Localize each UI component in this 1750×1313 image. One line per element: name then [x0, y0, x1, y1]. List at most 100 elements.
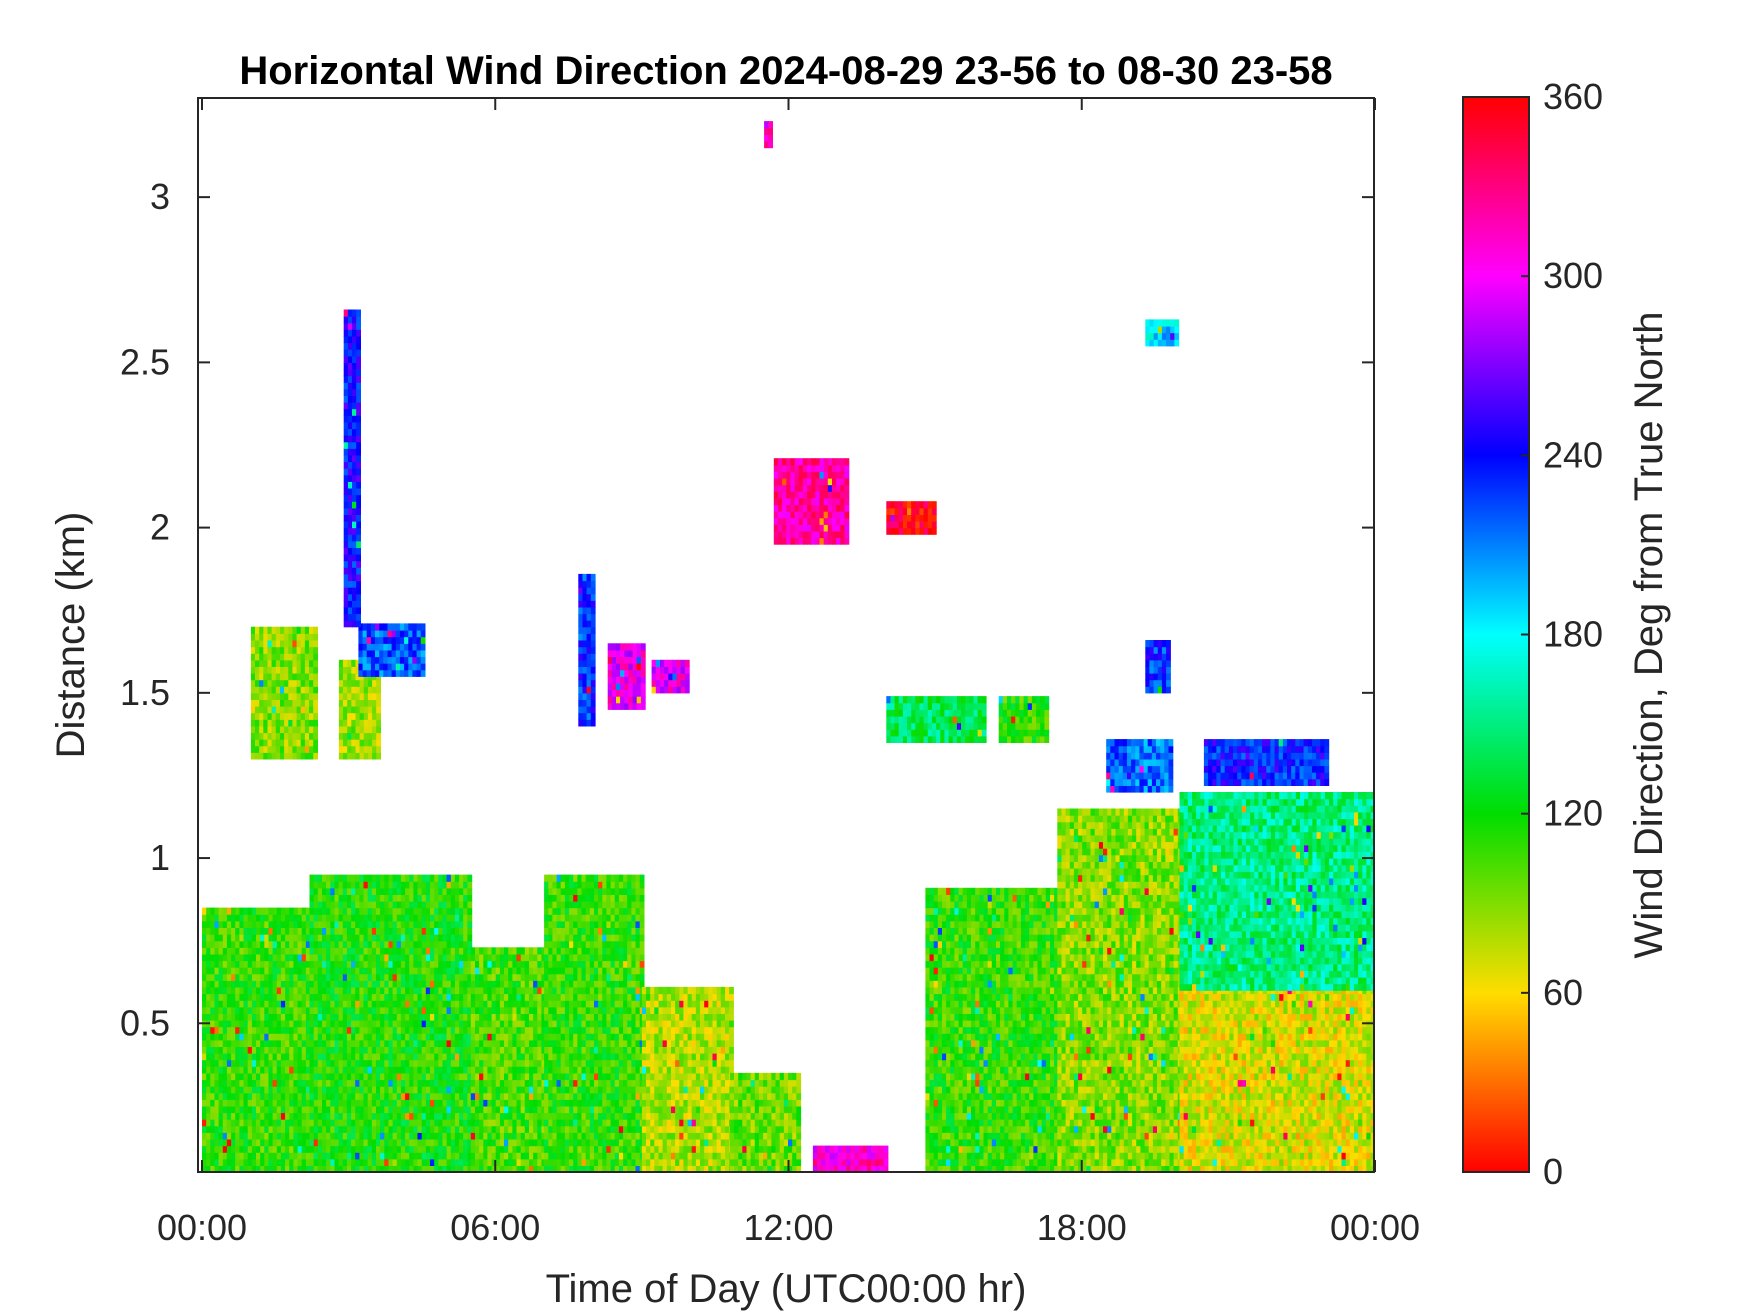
heatmap-cell	[317, 1145, 323, 1153]
heatmap-cell	[573, 1125, 578, 1133]
heatmap-cell	[704, 1125, 709, 1133]
heatmap-cell	[210, 1145, 216, 1153]
heatmap-cell	[573, 1033, 578, 1041]
heatmap-cell	[508, 980, 513, 988]
heatmap-cell	[658, 1112, 664, 1120]
heatmap-cell	[691, 1105, 697, 1114]
heatmap-cell	[524, 1105, 530, 1114]
heatmap-cell	[214, 1033, 220, 1041]
heatmap-cell	[206, 973, 211, 981]
heatmap-cell	[487, 1132, 493, 1140]
heatmap-cell	[560, 1039, 566, 1047]
heatmap-cell	[541, 1165, 547, 1172]
heatmap-cell	[330, 1006, 336, 1014]
heatmap-cell	[491, 953, 497, 962]
heatmap-cell	[413, 1165, 419, 1172]
heatmap-cell	[413, 1092, 419, 1100]
heatmap-cell	[226, 1013, 232, 1021]
heatmap-cell	[564, 1059, 570, 1067]
heatmap-cell	[376, 881, 381, 889]
heatmap-cell	[631, 1092, 637, 1100]
heatmap-cell	[544, 1079, 549, 1087]
heatmap-cell	[450, 947, 456, 955]
heatmap-cell	[581, 1099, 587, 1107]
heatmap-cell	[342, 1092, 348, 1100]
heatmap-cell	[708, 1086, 714, 1094]
heatmap-cell	[708, 1105, 714, 1114]
heatmap-cell	[342, 993, 348, 1001]
heatmap-cell	[400, 1072, 406, 1081]
heatmap-cell	[268, 1006, 274, 1014]
heatmap-cell	[606, 1006, 612, 1014]
heatmap-cell	[297, 980, 303, 988]
heatmap-cell	[202, 1053, 207, 1061]
heatmap-cell	[446, 887, 452, 895]
heatmap-cell	[400, 1092, 406, 1100]
heatmap-cell	[675, 1033, 680, 1041]
heatmap-cell	[695, 1079, 701, 1087]
heatmap-cell	[470, 1092, 476, 1100]
heatmap-cell	[639, 887, 645, 895]
heatmap-cell	[524, 1006, 530, 1014]
heatmap-cell	[268, 1013, 274, 1021]
heatmap-cell	[409, 1125, 414, 1133]
heatmap-cell	[463, 1086, 468, 1094]
heatmap-cell	[380, 960, 385, 968]
heatmap-cell	[214, 1158, 220, 1166]
heatmap-cell	[548, 907, 554, 915]
heatmap-cell	[214, 1119, 220, 1127]
heatmap-cell	[700, 1033, 705, 1041]
heatmap-cell	[405, 1145, 410, 1153]
heatmap-cell	[577, 986, 583, 995]
heatmap-cell	[556, 1033, 562, 1041]
heatmap-cell	[210, 1099, 216, 1107]
heatmap-cell	[679, 1132, 685, 1140]
heatmap-cell	[405, 1013, 410, 1021]
heatmap-cell	[214, 973, 220, 981]
heatmap-cell	[380, 1086, 385, 1094]
heatmap-cell	[614, 980, 620, 988]
heatmap-cell	[487, 1079, 493, 1087]
heatmap-cell	[317, 1033, 323, 1041]
heatmap-cell	[675, 986, 680, 995]
heatmap-cell	[573, 1039, 578, 1047]
heatmap-cell	[544, 1072, 549, 1081]
heatmap-cell	[338, 967, 344, 975]
heatmap-cell	[479, 1125, 484, 1133]
heatmap-cell	[425, 1112, 431, 1120]
heatmap-cell	[556, 1105, 562, 1114]
heatmap-cell	[512, 967, 518, 975]
heatmap-cell	[569, 881, 574, 889]
heatmap-cell	[631, 914, 637, 922]
heatmap-cell	[548, 874, 554, 882]
heatmap-cell	[434, 1105, 439, 1114]
heatmap-cell	[650, 1020, 655, 1028]
heatmap-cell	[487, 1000, 493, 1008]
heatmap-cell	[687, 1119, 693, 1127]
heatmap-cell	[338, 1033, 344, 1041]
heatmap-cell	[218, 1086, 224, 1094]
heatmap-cell	[552, 1066, 558, 1074]
heatmap-cell	[662, 1145, 668, 1153]
heatmap-cell	[260, 980, 265, 988]
heatmap-cell	[338, 1000, 344, 1008]
heatmap-cell	[289, 1139, 294, 1147]
heatmap-cell	[691, 1072, 697, 1081]
heatmap-cell	[355, 953, 360, 962]
heatmap-cell	[371, 1006, 377, 1014]
heatmap-cell	[614, 907, 620, 915]
heatmap-cell	[260, 1158, 265, 1166]
heatmap-cell	[326, 967, 331, 975]
heatmap-cell	[537, 1039, 543, 1047]
heatmap-cell	[334, 1039, 340, 1047]
heatmap-cell	[417, 1119, 423, 1127]
heatmap-cell	[260, 1092, 265, 1100]
heatmap-cell	[338, 986, 344, 995]
heatmap-cell	[289, 1165, 294, 1172]
heatmap-cell	[666, 1086, 672, 1094]
heatmap-cell	[231, 1072, 236, 1081]
heatmap-cell	[222, 1105, 228, 1114]
heatmap-cell	[359, 1020, 365, 1028]
heatmap-cell	[598, 881, 603, 889]
heatmap-cell	[504, 1026, 509, 1034]
